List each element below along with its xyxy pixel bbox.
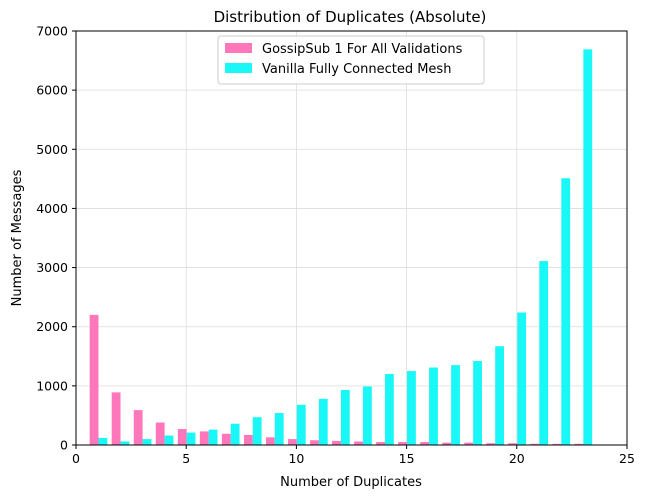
- bar: [552, 443, 562, 445]
- bar: [252, 417, 262, 445]
- x-tick-label: 15: [399, 451, 415, 466]
- y-tick-label: 4000: [36, 201, 68, 216]
- y-tick-label: 2000: [36, 319, 68, 334]
- x-tick-label: 5: [182, 451, 190, 466]
- legend-swatch: [225, 63, 252, 73]
- x-tick-label: 0: [72, 451, 80, 466]
- bar: [340, 389, 350, 445]
- bar: [120, 441, 130, 445]
- bar: [398, 442, 408, 445]
- bar: [464, 442, 474, 445]
- legend: GossipSub 1 For All Validations Vanilla F…: [217, 35, 485, 85]
- bar: [186, 432, 196, 445]
- axes: 0 5 10 15 20 25 0 1000 2000 3000 4000 5000 6000 7000: [36, 24, 635, 467]
- x-axis-label: Number of Duplicates: [280, 475, 422, 490]
- bar: [221, 433, 231, 445]
- x-tick-label: 10: [288, 451, 304, 466]
- bar: [318, 398, 328, 445]
- bar: [407, 371, 416, 445]
- chart-title: Distribution of Duplicates (Absolute): [214, 8, 487, 26]
- bar: [362, 386, 372, 445]
- bar: [265, 437, 275, 445]
- bar: [473, 361, 482, 445]
- bar: [133, 410, 143, 445]
- bars: [89, 49, 593, 445]
- bar: [164, 435, 174, 445]
- bar: [354, 441, 363, 445]
- bar: [376, 442, 386, 445]
- bar: [561, 178, 571, 445]
- bar: [199, 431, 209, 445]
- y-tick-label: 0: [60, 438, 68, 453]
- y-tick-label: 6000: [36, 83, 68, 98]
- plot-frame: [75, 30, 628, 446]
- bar: [288, 439, 297, 445]
- bar: [332, 440, 341, 445]
- bar: [89, 314, 99, 445]
- bar: [310, 440, 319, 445]
- legend-box: [217, 35, 485, 85]
- bar: [442, 442, 452, 445]
- bar: [243, 434, 253, 445]
- bar: [111, 392, 121, 445]
- y-tick-label: 1000: [36, 378, 68, 393]
- legend-swatch: [225, 43, 252, 53]
- bar: [583, 49, 593, 445]
- bar: [486, 443, 496, 445]
- y-tick-label: 7000: [36, 24, 68, 39]
- bar: [98, 437, 108, 445]
- bar: [208, 429, 218, 445]
- bar: [274, 413, 284, 445]
- bar: [142, 439, 152, 445]
- legend-label: GossipSub 1 For All Validations: [262, 42, 463, 57]
- bar: [495, 346, 505, 445]
- y-axis-label: Number of Messages: [10, 169, 25, 306]
- bar: [155, 422, 165, 445]
- bar: [385, 374, 394, 445]
- bar: [517, 312, 527, 445]
- bar: [508, 443, 518, 445]
- bar: [539, 261, 549, 445]
- bar: [230, 423, 240, 445]
- legend-label: Vanilla Fully Connected Mesh: [262, 62, 451, 77]
- x-tick-label: 25: [619, 451, 635, 466]
- bar: [420, 442, 430, 445]
- bar: [296, 404, 306, 445]
- bar: [429, 367, 438, 445]
- x-tick-label: 20: [509, 451, 525, 466]
- bar: [451, 365, 460, 445]
- bar: [530, 443, 540, 445]
- y-tick-label: 3000: [36, 260, 68, 275]
- bar: [177, 429, 187, 445]
- y-tick-label: 5000: [36, 142, 68, 157]
- bar: [574, 443, 584, 445]
